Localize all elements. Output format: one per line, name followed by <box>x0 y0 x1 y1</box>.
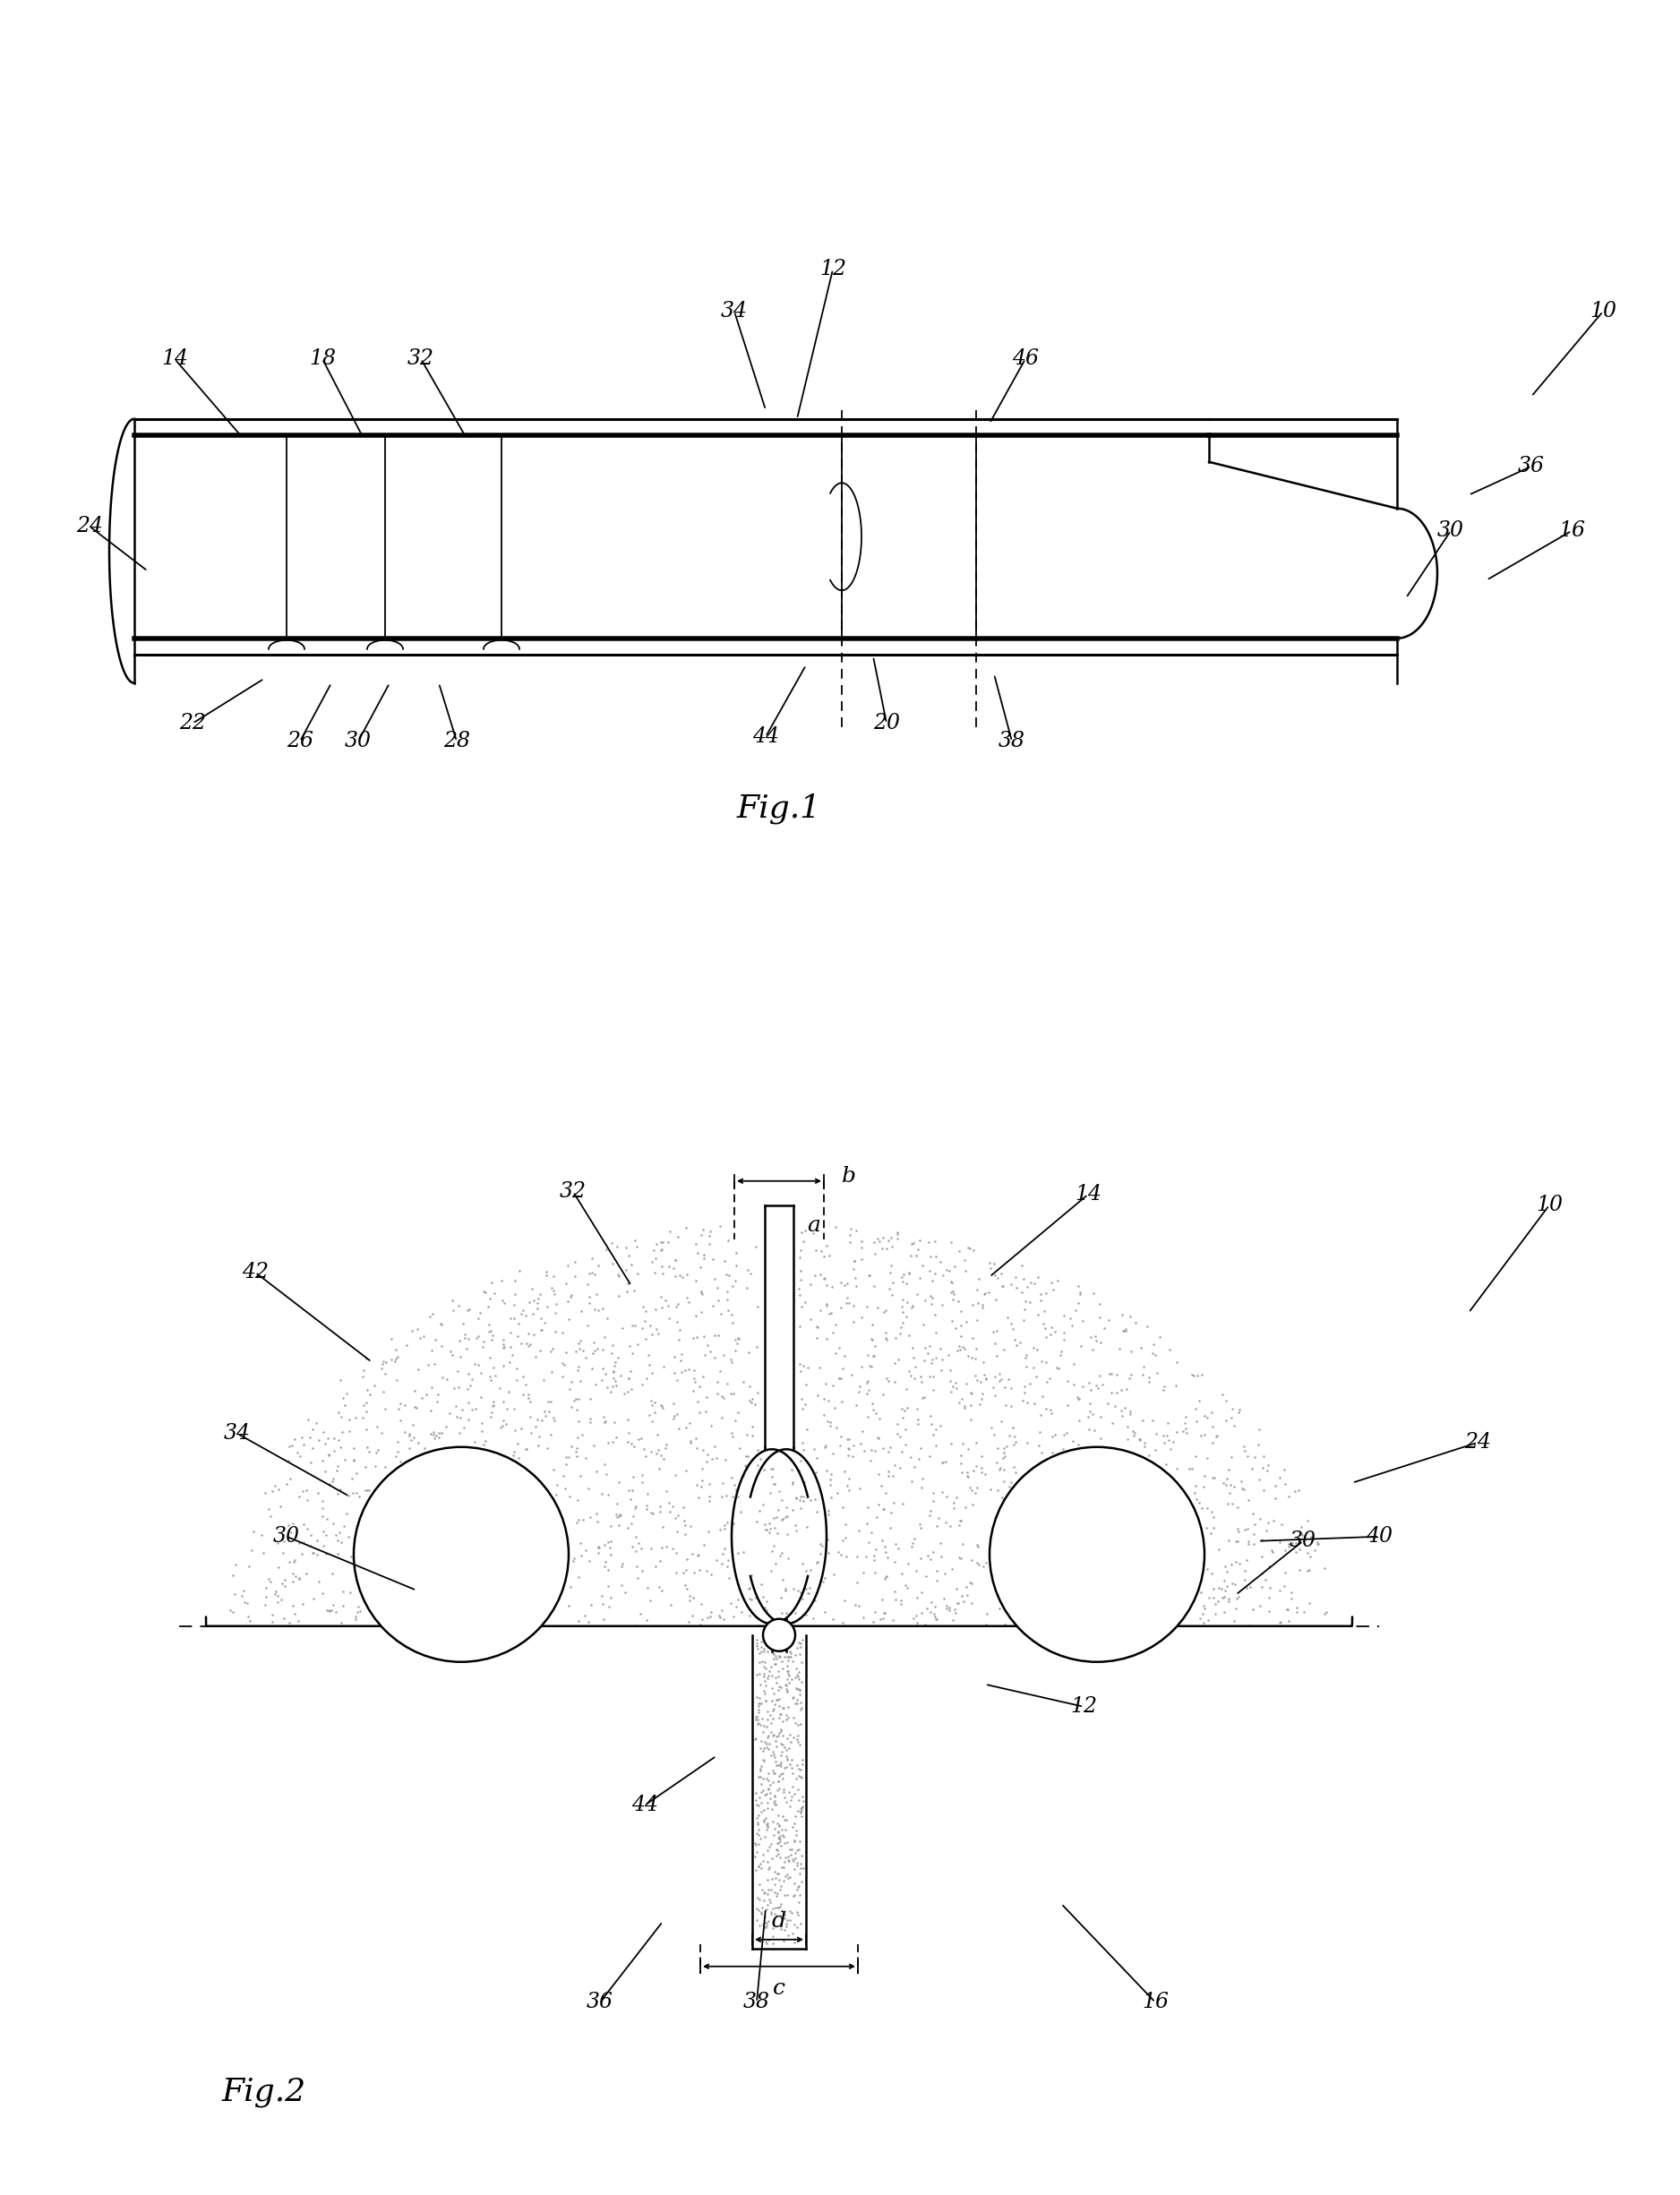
Text: 44: 44 <box>753 727 780 746</box>
Text: 20: 20 <box>874 713 900 733</box>
Text: d: d <box>771 1912 786 1932</box>
Bar <box>763 1205 795 1447</box>
Text: 46: 46 <box>1011 349 1038 369</box>
Circle shape <box>990 1447 1205 1662</box>
Text: 30: 30 <box>1290 1530 1317 1552</box>
Text: 32: 32 <box>408 349 435 369</box>
Text: 16: 16 <box>1142 1991 1169 2013</box>
Text: 26: 26 <box>287 731 314 751</box>
Text: 18: 18 <box>309 349 336 369</box>
Text: 10: 10 <box>1589 301 1616 323</box>
Text: 10: 10 <box>1536 1194 1562 1216</box>
Text: 36: 36 <box>1519 457 1546 476</box>
Text: 34: 34 <box>721 301 748 323</box>
Text: 42: 42 <box>242 1262 269 1282</box>
Text: 28: 28 <box>444 731 470 751</box>
Text: 14: 14 <box>1075 1183 1102 1205</box>
Text: 16: 16 <box>1559 520 1584 542</box>
Text: a: a <box>806 1216 820 1236</box>
Text: 34: 34 <box>223 1422 250 1444</box>
Text: 38: 38 <box>743 1991 769 2013</box>
Text: 40: 40 <box>1366 1526 1393 1547</box>
Text: 30: 30 <box>274 1526 301 1547</box>
Text: 22: 22 <box>180 713 207 733</box>
Text: 30: 30 <box>1438 520 1465 542</box>
Text: 24: 24 <box>76 516 102 536</box>
Circle shape <box>763 1620 795 1651</box>
Text: 30: 30 <box>344 731 371 751</box>
Text: 44: 44 <box>632 1796 659 1815</box>
Circle shape <box>354 1447 568 1662</box>
Text: b: b <box>842 1166 857 1187</box>
Text: Fig.1: Fig.1 <box>738 792 822 823</box>
Text: 36: 36 <box>586 1991 613 2013</box>
Text: 38: 38 <box>998 731 1025 751</box>
Text: 12: 12 <box>1070 1697 1097 1716</box>
Text: c: c <box>773 1978 785 2000</box>
Text: 12: 12 <box>820 259 847 279</box>
Text: Fig.2: Fig.2 <box>222 2076 306 2107</box>
Text: 14: 14 <box>161 349 188 369</box>
Bar <box>764 1205 793 1447</box>
Text: 24: 24 <box>1465 1431 1492 1453</box>
Text: 32: 32 <box>559 1181 586 1203</box>
